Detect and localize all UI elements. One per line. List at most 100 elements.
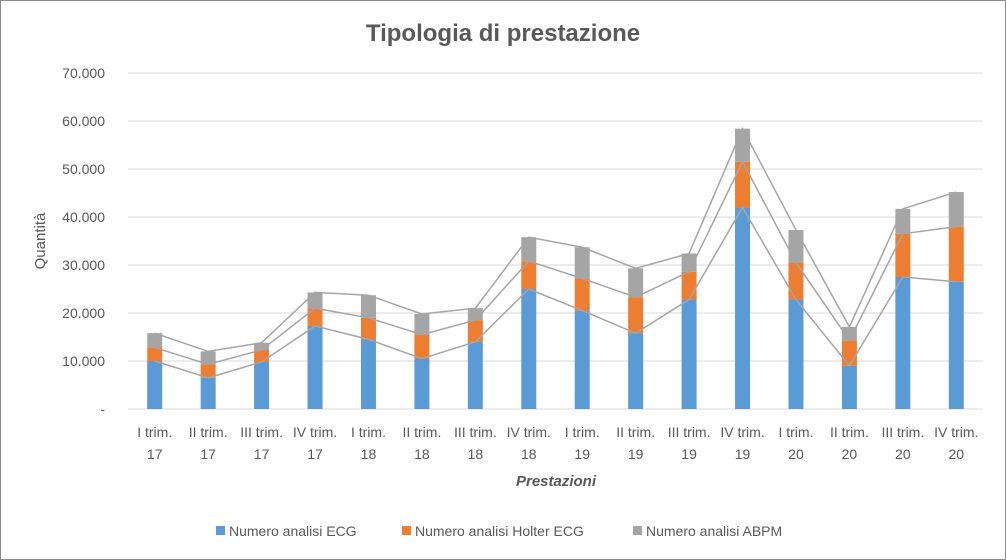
legend-swatch: [633, 526, 642, 535]
bar-segment: [895, 208, 911, 234]
x-tick-label: II trim.: [189, 424, 228, 440]
x-tick-label: II trim.: [402, 424, 441, 440]
bar-segment: [628, 333, 644, 409]
x-tick-label: 20: [788, 446, 804, 462]
bar-segment: [735, 128, 751, 162]
legend-label: Numero analisi Holter ECG: [415, 523, 584, 539]
bar-segment: [521, 289, 537, 409]
legend-swatch: [402, 526, 411, 535]
bar-segment: [360, 295, 376, 318]
x-tick-label: 17: [307, 446, 323, 462]
x-tick-label: 18: [468, 446, 484, 462]
x-tick-label: IV trim.: [507, 424, 551, 440]
bar-segment: [200, 351, 216, 365]
bar-segment: [307, 325, 323, 409]
legend-swatch: [216, 526, 225, 535]
series-line: [154, 160, 957, 366]
y-tick-label: 50.000: [62, 161, 105, 177]
x-tick-label: I trim.: [565, 424, 600, 440]
bar-segment: [788, 262, 804, 300]
bar-segment: [254, 342, 270, 350]
bar-segment: [254, 361, 270, 409]
x-tick-label: 18: [414, 446, 430, 462]
x-tick-label: III trim.: [668, 424, 711, 440]
bar-segment: [628, 268, 644, 298]
bar-segment: [414, 334, 430, 359]
series-line: [154, 126, 957, 353]
bar-segment: [147, 347, 163, 361]
bars: [147, 128, 964, 409]
x-tick-label: 17: [200, 446, 216, 462]
x-tick-label: 18: [361, 446, 377, 462]
bar-segment: [200, 377, 216, 409]
bar-segment: [574, 278, 590, 311]
bar-segment: [147, 361, 163, 409]
bar-segment: [360, 339, 376, 409]
legend-label: Numero analisi ECG: [229, 523, 357, 539]
bar-segment: [307, 308, 323, 326]
x-tick-label: 20: [842, 446, 858, 462]
x-tick-label: 19: [735, 446, 751, 462]
bar-segment: [788, 229, 804, 263]
x-tick-label: I trim.: [351, 424, 386, 440]
bar-segment: [841, 365, 857, 409]
x-axis-label: Prestazioni: [516, 473, 597, 490]
bar-segment: [628, 297, 644, 334]
y-tick-label: 30.000: [62, 257, 105, 273]
bar-segment: [681, 299, 697, 409]
bar-segment: [895, 277, 911, 409]
bar-segment: [681, 271, 697, 300]
x-tick-label: 20: [895, 446, 911, 462]
bar-segment: [521, 237, 537, 262]
bar-segment: [467, 308, 483, 321]
y-tick-label: 10.000: [62, 353, 105, 369]
x-tick-label: I trim.: [778, 424, 813, 440]
x-tick-label: IV trim.: [720, 424, 764, 440]
bar-segment: [200, 364, 216, 378]
x-tick-label: II trim.: [830, 424, 869, 440]
bar-segment: [414, 358, 430, 409]
y-tick-label: 20.000: [62, 305, 105, 321]
bar-segment: [948, 226, 964, 282]
bar-segment: [147, 333, 163, 348]
x-tick-label: 19: [628, 446, 644, 462]
bar-segment: [895, 233, 911, 277]
y-axis-label: Quantità: [32, 212, 49, 269]
bar-segment: [841, 326, 857, 341]
bar-segment: [681, 253, 697, 272]
x-tick-label: 20: [948, 446, 964, 462]
bar-segment: [467, 320, 483, 342]
gridlines: [128, 72, 983, 410]
legend: Numero analisi ECG Numero analisi Holter …: [216, 523, 782, 539]
bar-segment: [574, 247, 590, 279]
y-tick-label: 70.000: [62, 65, 105, 81]
x-tick-label: I trim.: [137, 424, 172, 440]
y-tick-label: -: [100, 401, 105, 417]
x-tick-label: III trim.: [454, 424, 497, 440]
x-tick-label: 18: [521, 446, 537, 462]
x-tick-label: II trim.: [616, 424, 655, 440]
bar-segment: [948, 192, 964, 227]
series-lines: [154, 126, 957, 379]
series-line: [154, 205, 957, 379]
chart-title: Tipologia di prestazione: [366, 20, 640, 47]
bar-segment: [521, 261, 537, 289]
bar-segment: [360, 317, 376, 340]
bar-segment: [948, 281, 964, 409]
y-tick-labels: - 10.000 20.000 30.000 40.000 50.000 60.000 70.…: [62, 65, 105, 417]
x-tick-label: 19: [681, 446, 697, 462]
bar-segment: [841, 340, 857, 366]
legend-label: Numero analisi ABPM: [646, 523, 782, 539]
bar-segment: [467, 341, 483, 409]
x-tick-label: 19: [574, 446, 590, 462]
bar-segment: [788, 299, 804, 409]
bar-segment: [414, 313, 430, 335]
bar-segment: [307, 292, 323, 309]
x-tick-label: 17: [254, 446, 270, 462]
y-tick-label: 40.000: [62, 209, 105, 225]
x-tick-labels: I trim. 17 II trim. 17 III trim. 17 IV trim. 17…: [137, 424, 978, 462]
x-tick-label: III trim.: [881, 424, 924, 440]
x-tick-label: IV trim.: [293, 424, 337, 440]
